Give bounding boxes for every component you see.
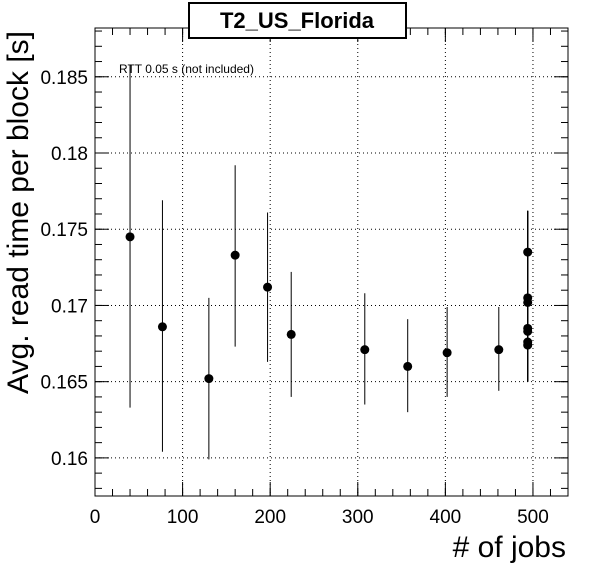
title-box [188, 2, 407, 39]
x-axis-title: # of jobs [453, 531, 566, 564]
data-point [442, 348, 452, 358]
data-point [494, 345, 504, 355]
data-point [403, 361, 413, 371]
rtt-annotation: RTT 0.05 s (not included) [119, 62, 254, 76]
chart-title: T2_US_Florida [220, 8, 375, 33]
x-tick-label: 100 [167, 507, 199, 528]
data-point [157, 322, 167, 332]
x-tick-label: 0 [90, 507, 101, 528]
y-axis-title: Avg. read time per block [s] [2, 31, 35, 394]
grid-lines [95, 28, 568, 496]
y-tick-label: 0.165 [40, 373, 88, 394]
data-points [125, 64, 533, 460]
data-point [263, 282, 273, 292]
x-tick-label: 400 [430, 507, 462, 528]
y-tick-label: 0.185 [40, 68, 88, 89]
data-point [360, 345, 370, 355]
data-point [125, 232, 135, 242]
data-point [204, 374, 214, 384]
y-tick-label: 0.18 [51, 144, 88, 165]
data-point [523, 340, 533, 350]
data-point [230, 250, 240, 260]
y-tick-label: 0.16 [51, 449, 88, 470]
y-tick-label: 0.175 [40, 220, 88, 241]
x-tick-label: 200 [254, 507, 286, 528]
data-point [286, 329, 296, 339]
x-tick-label: 300 [342, 507, 374, 528]
x-tick-label: 500 [517, 507, 549, 528]
y-tick-label: 0.17 [51, 296, 88, 317]
tick-labels: 0.16 0.165 0.17 0.175 0.18 0.185 0 100 200 300 400… [40, 68, 548, 528]
